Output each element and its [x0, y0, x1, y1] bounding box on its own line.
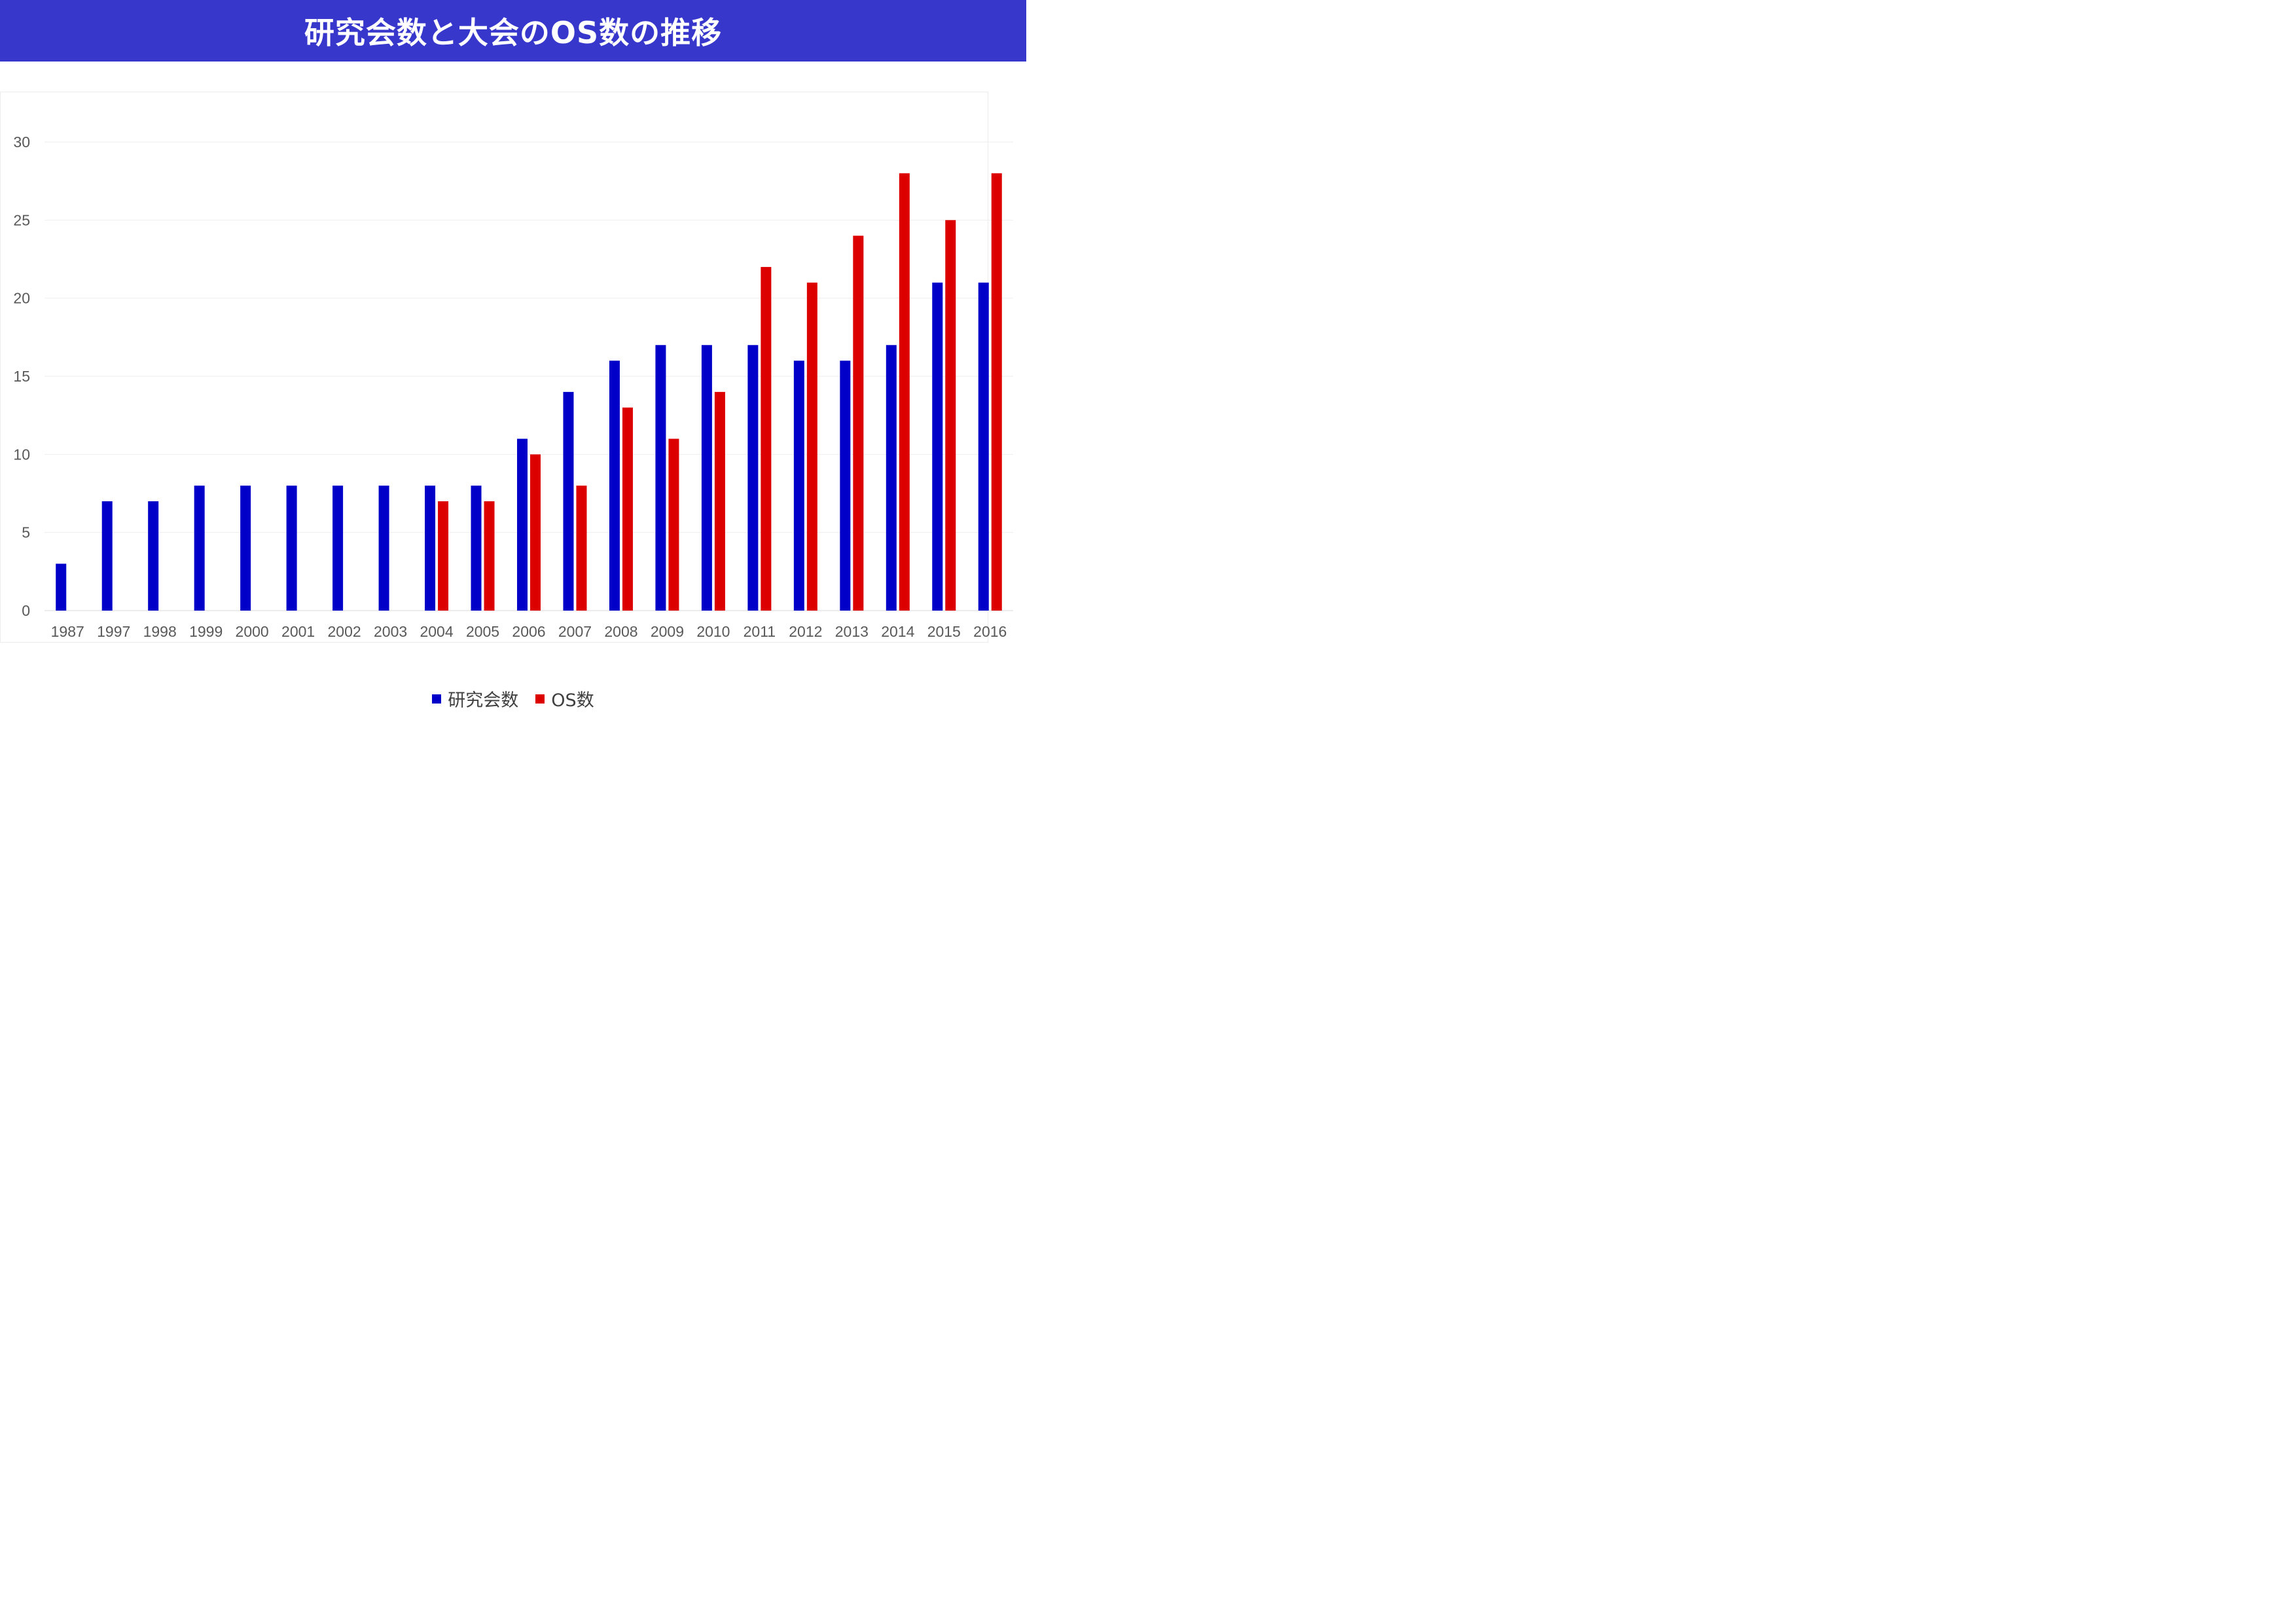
- y-tick-label: 10: [13, 446, 30, 463]
- bar-os-2006: [530, 454, 541, 611]
- x-tick-label-2014: 2014: [881, 623, 914, 640]
- x-tick-label-1999: 1999: [189, 623, 223, 640]
- bar-kenkyukai-1997: [101, 501, 113, 611]
- bar-kenkyukai-2003: [378, 486, 389, 611]
- bar-kenkyukai-2009: [655, 345, 666, 611]
- bar-os-2007: [576, 486, 587, 611]
- x-tick-label-1997: 1997: [97, 623, 130, 640]
- x-tick-label-2008: 2008: [604, 623, 637, 640]
- title-bar: 研究会数と大会のOS数の推移: [0, 0, 1026, 62]
- y-tick-label: 20: [13, 290, 30, 307]
- x-tick-label-1987: 1987: [51, 623, 84, 640]
- y-tick-label: 15: [13, 368, 30, 385]
- bar-kenkyukai-1999: [194, 486, 205, 611]
- legend-swatch-os: [535, 694, 545, 704]
- bar-os-2009: [668, 438, 679, 611]
- x-tick-label-2012: 2012: [789, 623, 822, 640]
- bar-kenkyukai-2000: [240, 486, 251, 611]
- x-tick-label-2016: 2016: [973, 623, 1007, 640]
- legend-swatch-kenkyukai: [432, 694, 442, 704]
- bar-kenkyukai-2012: [793, 361, 804, 611]
- x-tick-label-2013: 2013: [835, 623, 869, 640]
- x-tick-label-2004: 2004: [420, 623, 453, 640]
- bar-os-2008: [622, 407, 633, 611]
- x-tick-label-2002: 2002: [328, 623, 361, 640]
- x-tick-label-2007: 2007: [558, 623, 592, 640]
- bar-os-2016: [991, 173, 1002, 611]
- x-tick-label-2009: 2009: [651, 623, 684, 640]
- bar-kenkyukai-2006: [517, 438, 528, 611]
- bar-kenkyukai-2007: [563, 391, 574, 611]
- bar-kenkyukai-2002: [332, 486, 344, 611]
- bar-kenkyukai-2014: [886, 345, 897, 611]
- bar-kenkyukai-2008: [609, 361, 620, 611]
- bar-kenkyukai-1987: [56, 563, 67, 611]
- bar-kenkyukai-2016: [978, 282, 989, 611]
- y-tick-label: 0: [22, 602, 30, 619]
- bar-kenkyukai-2001: [286, 486, 297, 611]
- bar-kenkyukai-2004: [425, 486, 436, 611]
- bar-kenkyukai-2015: [932, 282, 943, 611]
- y-tick-label: 30: [13, 134, 30, 151]
- legend: 研究会数 OS数: [0, 686, 1026, 711]
- bar-os-2005: [484, 501, 495, 611]
- bar-kenkyukai-2011: [747, 345, 759, 611]
- bar-os-2011: [761, 266, 772, 611]
- bar-kenkyukai-1998: [148, 501, 159, 611]
- legend-item-os: OS数: [535, 686, 594, 711]
- x-tick-label-1998: 1998: [143, 623, 177, 640]
- legend-label-kenkyukai: 研究会数: [448, 690, 519, 711]
- x-tick-label-2010: 2010: [696, 623, 730, 640]
- legend-label-os: OS数: [551, 690, 594, 711]
- bar-os-2004: [438, 501, 449, 611]
- bar-os-2013: [853, 236, 864, 611]
- bar-os-2015: [945, 220, 956, 611]
- x-tick-label-2000: 2000: [236, 623, 269, 640]
- chart-title: 研究会数と大会のOS数の推移: [304, 15, 723, 50]
- x-tick-label-2005: 2005: [466, 623, 499, 640]
- bar-kenkyukai-2010: [701, 345, 712, 611]
- bar-os-2012: [806, 282, 817, 611]
- bar-os-2014: [899, 173, 910, 611]
- x-tick-label-2011: 2011: [744, 623, 776, 640]
- x-tick-label-2001: 2001: [281, 623, 315, 640]
- x-tick-label-2006: 2006: [512, 623, 545, 640]
- x-tick-label-2015: 2015: [927, 623, 961, 640]
- bar-kenkyukai-2005: [471, 486, 482, 611]
- x-tick-label-2003: 2003: [374, 623, 407, 640]
- bar-chart: 0 5 10 15 20 25 30 1987 1997 1998 1999 2000 2001 2002…: [13, 134, 1013, 640]
- bar-kenkyukai-2013: [840, 361, 851, 611]
- legend-item-kenkyukai: 研究会数: [432, 686, 518, 711]
- y-tick-label: 25: [13, 211, 30, 228]
- bar-os-2010: [714, 391, 725, 611]
- y-tick-label: 5: [22, 524, 30, 541]
